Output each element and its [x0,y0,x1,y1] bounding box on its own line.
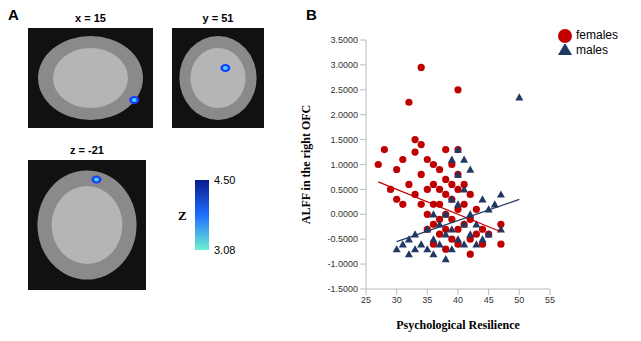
svg-text:3.5000: 3.5000 [330,35,358,45]
svg-text:2.5000: 2.5000 [330,85,358,95]
svg-text:0.0000: 0.0000 [330,209,358,219]
html-text:males: males [576,42,608,57]
html-text:x = 15: x = 15 [75,12,106,24]
html-text:A: A [8,6,19,23]
html-text:z = -21: z = -21 [70,144,104,156]
svg-text:-0.5000: -0.5000 [327,234,358,244]
svg-text:1.0000: 1.0000 [330,160,358,170]
svg-text:Psychological Resilience: Psychological Resilience [396,318,520,332]
html-text:females: females [576,28,618,42]
svg-text:2.0000: 2.0000 [330,110,358,120]
svg-text:35: 35 [422,295,432,305]
svg-text:40: 40 [453,295,463,305]
svg-text:1.5000: 1.5000 [330,135,358,145]
svg-text:50: 50 [514,295,524,305]
svg-text:ALFF in the right OFC: ALFF in the right OFC [300,105,313,225]
svg-text:45: 45 [484,295,494,305]
svg-text:55: 55 [545,295,555,305]
svg-text:4.50: 4.50 [214,174,235,186]
html-text:y = 51: y = 51 [202,12,234,24]
svg-text:-1.0000: -1.0000 [327,259,358,269]
svg-text:3.08: 3.08 [214,244,235,256]
svg-text:3.0000: 3.0000 [330,60,358,70]
svg-text:-1.5000: -1.5000 [327,284,358,294]
svg-text:30: 30 [392,295,402,305]
html-text:B: B [306,6,317,23]
svg-text:25: 25 [361,295,371,305]
svg-text:0.5000: 0.5000 [330,185,358,195]
svg-text:Z: Z [178,208,187,223]
